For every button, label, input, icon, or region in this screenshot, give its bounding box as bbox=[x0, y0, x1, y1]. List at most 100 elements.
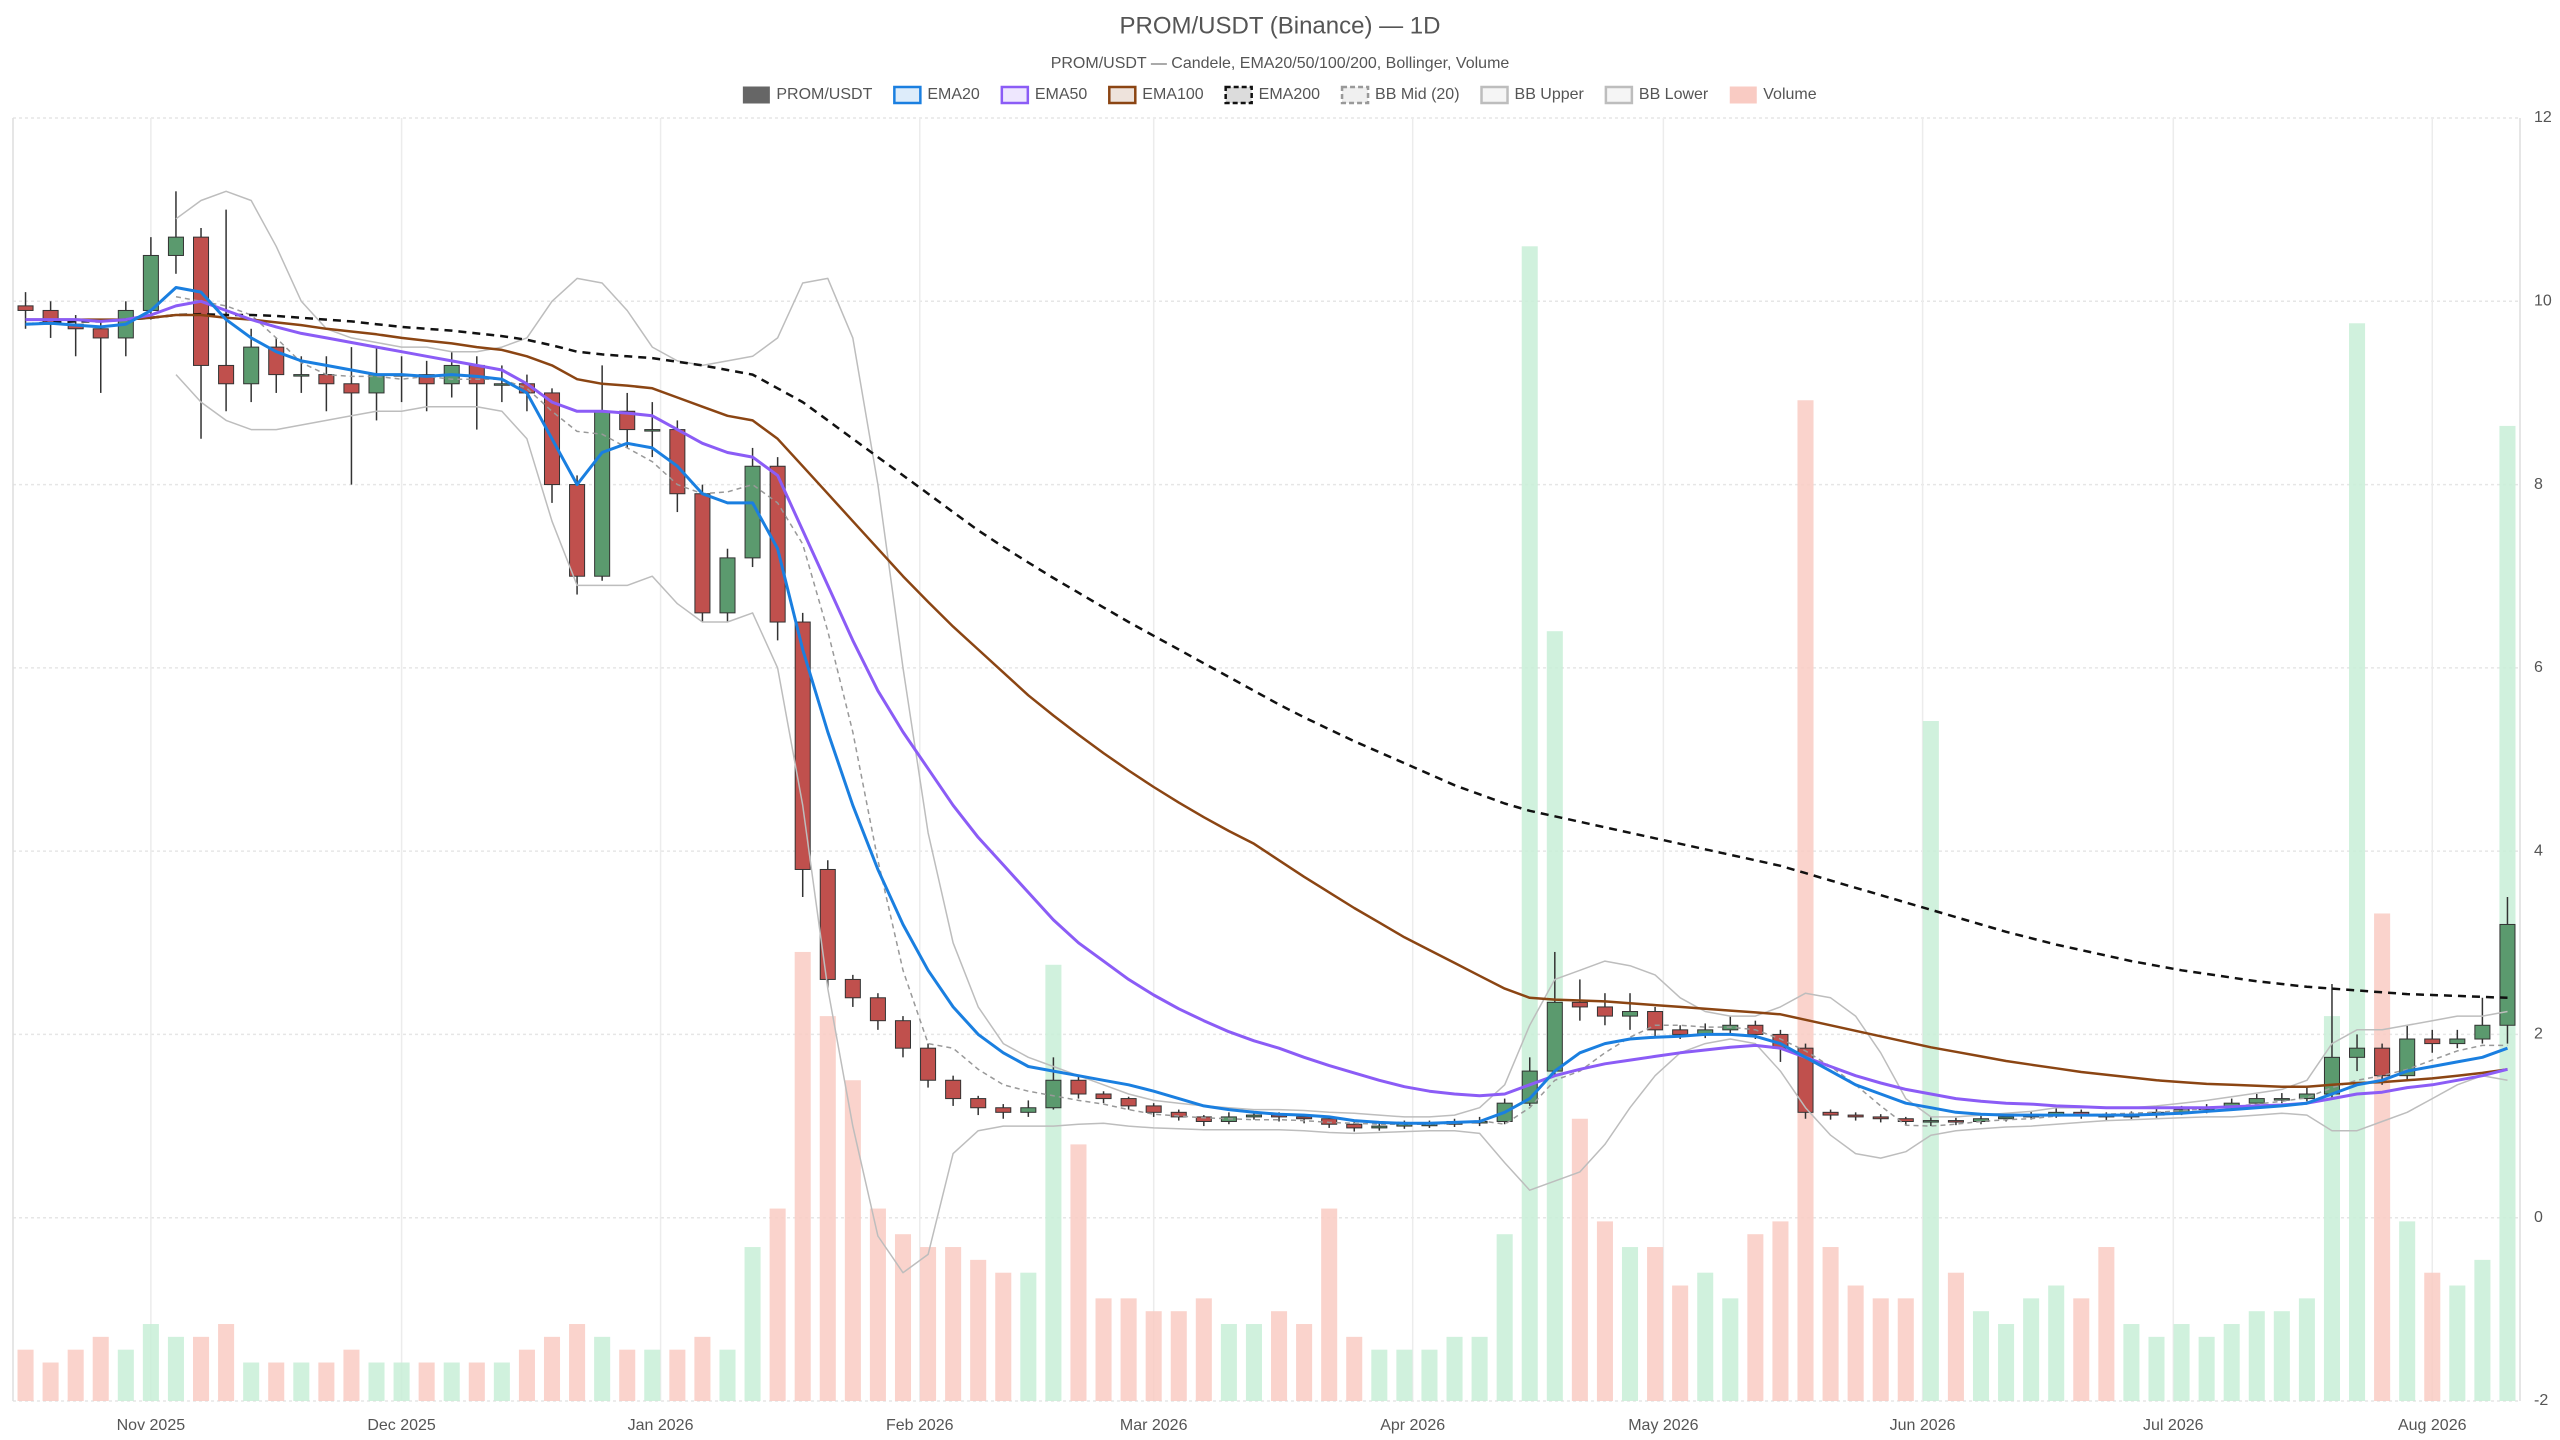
candle-body bbox=[1120, 1098, 1137, 1107]
volume-bar bbox=[970, 1259, 987, 1401]
volume-bar bbox=[1321, 1208, 1338, 1401]
volume-bar bbox=[142, 1324, 159, 1401]
volume-bar bbox=[1972, 1311, 1990, 1401]
legend-label: EMA200 bbox=[1259, 86, 1320, 103]
candle-body bbox=[1621, 1011, 1639, 1017]
legend-item: BB Mid (20) bbox=[1340, 85, 1460, 105]
volume-bar bbox=[1095, 1298, 1112, 1401]
volume-bar bbox=[844, 1080, 861, 1401]
volume-bar bbox=[1571, 1118, 1588, 1401]
volume-bar bbox=[1747, 1234, 1764, 1401]
legend: PROM/USDT EMA20 EMA50 EMA100 EMA200 BB Mid (2… bbox=[742, 85, 1817, 105]
volume-bar bbox=[1822, 1247, 1839, 1401]
volume-bar bbox=[945, 1247, 962, 1401]
volume-bar bbox=[2474, 1259, 2491, 1401]
legend-swatch bbox=[1000, 85, 1030, 105]
legend-swatch bbox=[1480, 85, 1509, 105]
candle-body bbox=[719, 557, 736, 614]
candle-body bbox=[1045, 1079, 1062, 1109]
volume-bar bbox=[343, 1349, 360, 1401]
candle-body bbox=[1922, 1120, 1939, 1123]
legend-swatch bbox=[893, 85, 922, 105]
volume-bar bbox=[1020, 1272, 1037, 1401]
x-tick-label: Aug 2026 bbox=[2398, 1417, 2467, 1434]
volume-bar bbox=[694, 1336, 711, 1401]
volume-bar bbox=[2023, 1298, 2040, 1401]
candle-body bbox=[1170, 1111, 1187, 1118]
volume-bar bbox=[218, 1324, 235, 1401]
candle-body bbox=[368, 374, 385, 394]
candle-body bbox=[318, 374, 335, 385]
candle-body bbox=[243, 346, 260, 385]
volume-bar bbox=[1922, 721, 1939, 1401]
volume-bar bbox=[1496, 1234, 1513, 1401]
candle-body bbox=[1571, 1001, 1588, 1008]
volume-bar bbox=[1346, 1336, 1363, 1401]
volume-bar bbox=[794, 951, 811, 1401]
candle-body bbox=[142, 254, 159, 311]
volume-bar bbox=[2073, 1298, 2090, 1401]
volume-bar bbox=[1170, 1311, 1187, 1401]
volume-bar bbox=[2298, 1298, 2315, 1401]
candle-body bbox=[995, 1107, 1012, 1113]
volume-bar bbox=[619, 1349, 636, 1401]
volume-bar bbox=[268, 1362, 285, 1401]
volume-bar bbox=[2123, 1324, 2140, 1401]
y-tick-label: 6 bbox=[2534, 659, 2543, 676]
volume-bar bbox=[1596, 1221, 1613, 1401]
candle-body bbox=[1321, 1118, 1338, 1125]
volume-bar bbox=[1847, 1285, 1864, 1401]
volume-bar bbox=[2173, 1324, 2190, 1401]
y-tick-label: 0 bbox=[2534, 1209, 2543, 1226]
candle-body bbox=[2449, 1038, 2466, 1045]
volume-bar bbox=[769, 1208, 786, 1401]
volume-bar bbox=[2223, 1324, 2240, 1401]
volume-bar bbox=[2424, 1272, 2441, 1401]
volume-bar bbox=[1145, 1311, 1162, 1401]
candle-body bbox=[2499, 923, 2516, 1026]
indicator-line bbox=[25, 312, 2508, 1000]
legend-swatch bbox=[742, 86, 770, 104]
volume-bar bbox=[393, 1362, 410, 1401]
legend-item: EMA20 bbox=[893, 85, 980, 105]
volume-bar bbox=[293, 1362, 310, 1401]
candle-body bbox=[1822, 1111, 1839, 1116]
candle-body bbox=[1346, 1123, 1363, 1129]
volume-bar bbox=[1421, 1349, 1438, 1401]
candle-body bbox=[92, 328, 109, 339]
x-tick-label: Apr 2026 bbox=[1380, 1417, 1445, 1434]
volume-bar bbox=[2248, 1311, 2265, 1401]
legend-item: PROM/USDT bbox=[742, 86, 873, 104]
candle-body bbox=[2374, 1047, 2391, 1077]
candle-body bbox=[1070, 1079, 1087, 1095]
candle-body bbox=[2273, 1098, 2290, 1101]
candle-body bbox=[2399, 1038, 2416, 1077]
legend-item: EMA50 bbox=[1000, 85, 1087, 105]
candle-body bbox=[569, 484, 586, 577]
volume-bar bbox=[443, 1362, 460, 1401]
candle-body bbox=[1371, 1125, 1388, 1129]
volume-bar bbox=[894, 1234, 912, 1401]
volume-bar bbox=[193, 1336, 210, 1401]
volume-bar bbox=[1045, 964, 1062, 1401]
legend-item: Volume bbox=[1729, 86, 1817, 104]
volume-bar bbox=[2349, 323, 2366, 1401]
volume-bar bbox=[2399, 1221, 2416, 1401]
volume-bar bbox=[1471, 1336, 1488, 1401]
candle-body bbox=[167, 236, 184, 256]
legend-label: BB Mid (20) bbox=[1375, 86, 1459, 103]
candle-body bbox=[644, 429, 661, 432]
volume-bar bbox=[17, 1349, 34, 1401]
volume-bar bbox=[2323, 1016, 2340, 1401]
indicator-line bbox=[25, 286, 2509, 1125]
volume-bar bbox=[594, 1336, 611, 1401]
volume-bar bbox=[493, 1362, 510, 1401]
indicator-line bbox=[175, 190, 2508, 1118]
volume-bar bbox=[1647, 1247, 1664, 1401]
x-tick-label: Jan 2026 bbox=[628, 1417, 694, 1434]
legend-item: BB Lower bbox=[1604, 85, 1709, 105]
candle-body bbox=[17, 305, 34, 311]
candle-body bbox=[1195, 1116, 1212, 1122]
volume-bar bbox=[1621, 1247, 1639, 1401]
